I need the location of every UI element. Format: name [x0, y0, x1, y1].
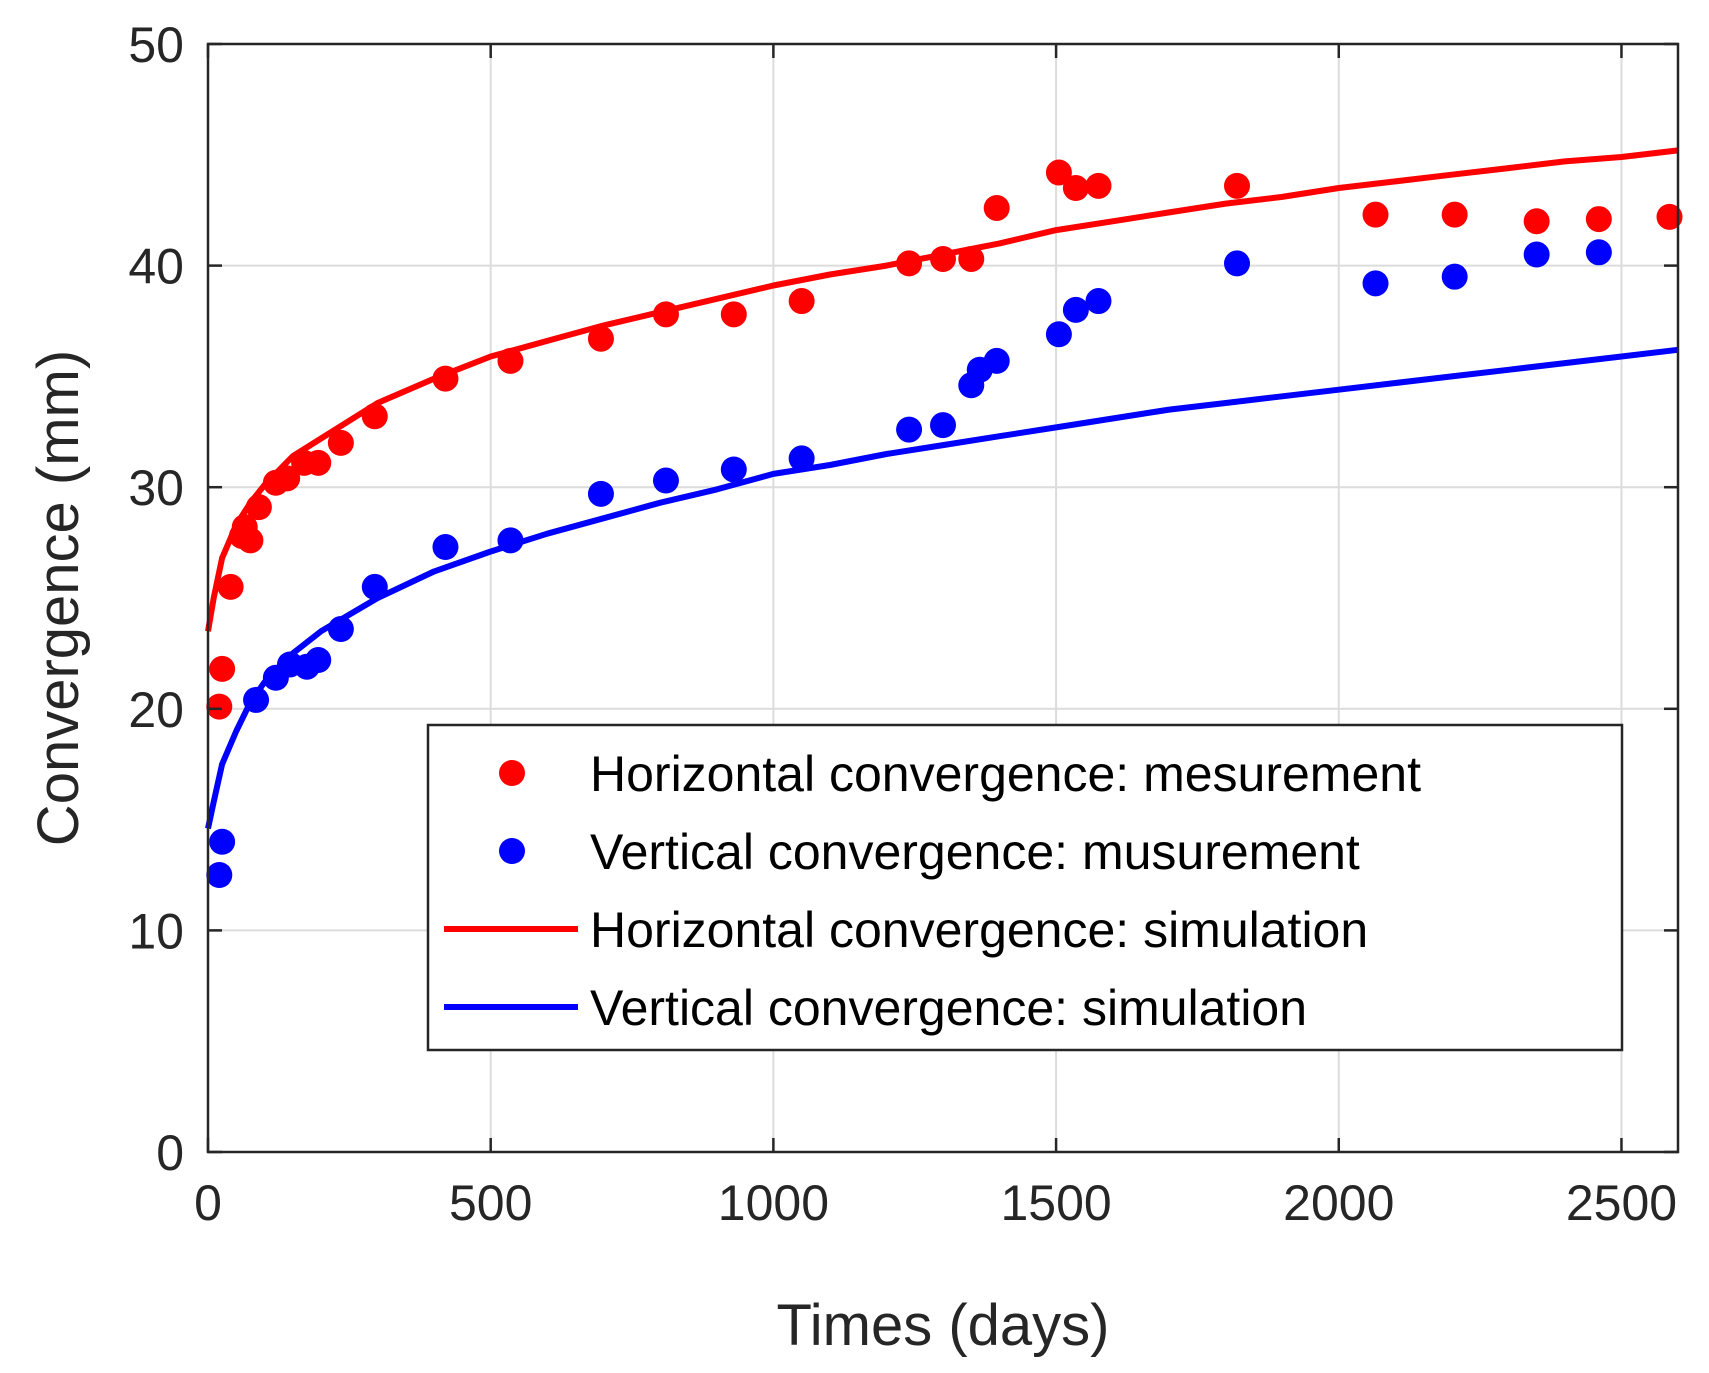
vertical-measurement-point [587, 480, 614, 507]
x-tick-label: 0 [194, 1175, 222, 1231]
vertical-measurement-point [361, 573, 388, 600]
horizontal-measurement-point [587, 325, 614, 352]
tick-labels: 0 500 1000 1500 2000 2500 0 10 20 30 40 50 [128, 17, 1677, 1231]
series-points [206, 159, 1683, 888]
y-tick-label: 20 [128, 682, 184, 738]
horizontal-measurement-point [1062, 175, 1089, 202]
horizontal-measurement-point [1523, 208, 1550, 235]
horizontal-measurement-point [896, 250, 923, 277]
vertical-measurement-point [788, 445, 815, 472]
vertical-measurement-point [327, 616, 354, 643]
legend-label: Vertical convergence: musurement [590, 824, 1360, 880]
x-tick-label: 1500 [1000, 1175, 1111, 1231]
vertical-measurement-point [497, 527, 524, 554]
horizontal-measurement-point [958, 245, 985, 272]
horizontal-measurement-point [720, 301, 747, 328]
legend-box [426, 723, 1624, 1052]
vertical-measurement-point [1362, 270, 1389, 297]
vertical-measurement-point [652, 467, 679, 494]
horizontal-measurement-point [1656, 203, 1683, 230]
horizontal-measurement-point [983, 194, 1010, 221]
x-tick-label: 1000 [718, 1175, 829, 1231]
vertical-measurement-point [983, 347, 1010, 374]
horizontal-measurement-point [930, 245, 956, 272]
ticks [206, 42, 1678, 1154]
horizontal-measurement-point [217, 573, 244, 600]
vertical-measurement-point [243, 686, 270, 713]
horizontal-measurement-point [497, 347, 524, 374]
vertical-measurement-point [305, 647, 332, 674]
vertical-measurement-point [432, 534, 459, 561]
vertical-measurement-point [896, 416, 923, 443]
vertical-measurement-point [1062, 296, 1089, 323]
horizontal-measurement-point [209, 655, 236, 682]
legend-label: Horizontal convergence: simulation [590, 902, 1368, 958]
horizontal-measurement-point [361, 403, 388, 430]
vertical-measurement-point [209, 828, 236, 855]
plot-frame [206, 42, 1680, 1154]
legend-label: Horizontal convergence: mesurement [590, 746, 1421, 802]
horizontal-measurement-point [432, 365, 459, 392]
vertical-measurement-point [206, 862, 233, 888]
vertical-measurement-point [1585, 239, 1612, 266]
horizontal-measurement-point [1362, 201, 1389, 228]
x-axis-title: Times (days) [777, 1293, 1110, 1358]
horizontal-measurement-point [305, 449, 332, 476]
y-tick-label: 50 [128, 17, 184, 73]
x-tick-label: 500 [449, 1175, 532, 1231]
horizontal-measurement-point [788, 288, 815, 315]
horizontal-measurement-point [1585, 206, 1612, 233]
vertical-measurement-point [1523, 241, 1550, 268]
vertical-measurement-point [720, 456, 747, 483]
horizontal-measurement-point [652, 301, 679, 328]
y-tick-label: 10 [128, 903, 184, 959]
horizontal-measurement-point [1085, 172, 1112, 199]
horizontal-measurement-point [1045, 159, 1072, 186]
x-tick-label: 2000 [1283, 1175, 1394, 1231]
vertical-measurement-point [1045, 321, 1072, 348]
legend: Horizontal convergence: mesurement Vertic… [426, 723, 1624, 1052]
legend-marker-symbol [499, 838, 525, 864]
vertical-measurement-point [1224, 250, 1250, 277]
horizontal-measurement-point [245, 494, 272, 521]
horizontal-measurement-point [327, 429, 354, 456]
horizontal-measurement-point [206, 693, 233, 720]
horizontal-measurement-point [274, 465, 301, 492]
legend-marker-symbol [499, 760, 525, 786]
horizontal-measurement-point [237, 527, 264, 554]
y-axis-title: Convergence (mm) [26, 350, 91, 846]
y-tick-label: 30 [128, 460, 184, 516]
y-tick-label: 0 [156, 1125, 184, 1181]
vertical-measurement-point [1441, 263, 1468, 290]
x-tick-label: 2500 [1566, 1175, 1677, 1231]
horizontal-measurement-point [1224, 172, 1250, 199]
legend-label: Vertical convergence: simulation [590, 980, 1307, 1036]
vertical-measurement-point [1085, 288, 1112, 315]
vertical-measurement-point [930, 412, 956, 439]
y-tick-label: 40 [128, 239, 184, 295]
horizontal-measurement-point [1441, 201, 1468, 228]
